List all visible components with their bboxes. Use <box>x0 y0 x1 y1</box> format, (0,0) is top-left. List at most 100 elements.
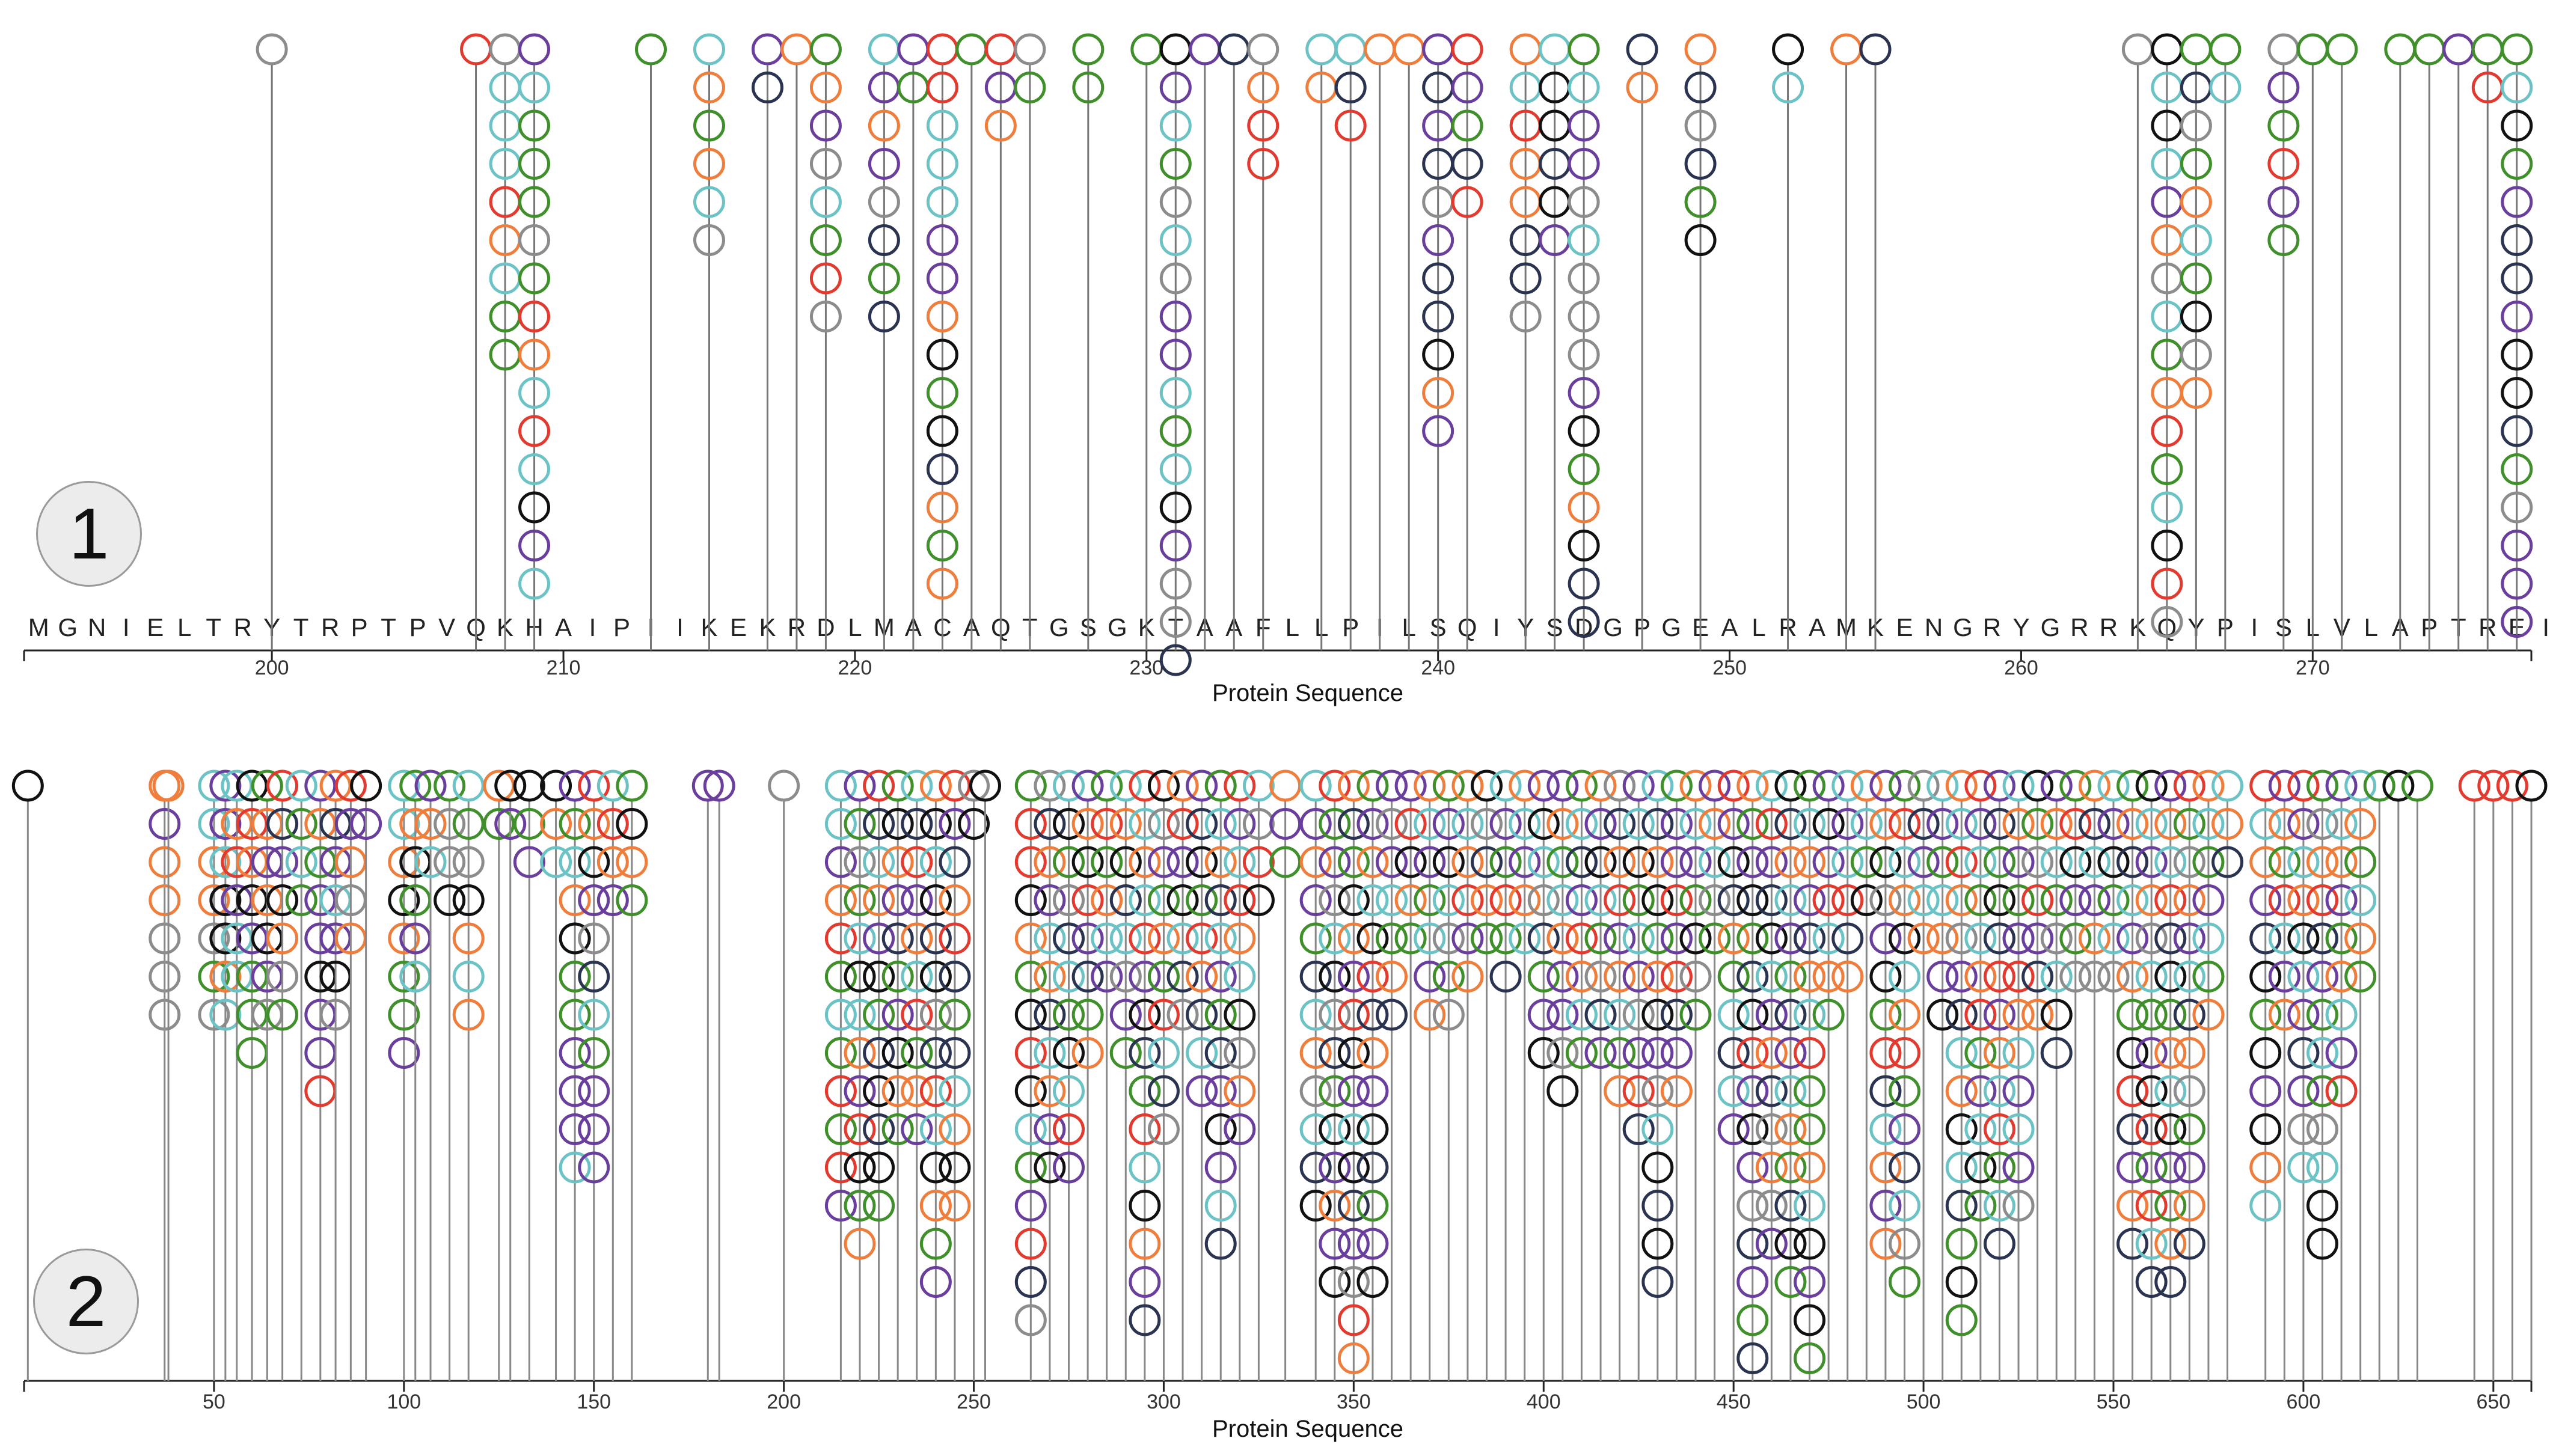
mutation-circle <box>1186 922 1218 955</box>
mutation-circle <box>1794 1304 1826 1336</box>
mutation-circle <box>2249 999 2282 1031</box>
sequence-residue: I <box>2251 613 2258 641</box>
mutation-circle <box>2268 961 2300 993</box>
mutation-circle <box>1269 846 1302 878</box>
mutation-circle <box>1299 808 1332 840</box>
mutation-circle <box>1337 961 1370 993</box>
mutation-circle <box>1622 922 1655 955</box>
mutation-circle <box>1109 769 1142 802</box>
mutation-circle <box>1337 1228 1370 1260</box>
mutation-circle <box>414 769 447 802</box>
mutation-circle <box>1660 922 1693 955</box>
mutation-circle <box>1774 808 1807 840</box>
mutation-circle <box>1869 1075 1902 1107</box>
mutation-circle <box>2306 1190 2338 1222</box>
mutation-circle <box>1109 884 1142 916</box>
mutation-circle <box>2192 808 2225 840</box>
mutation-circle <box>1794 1266 1826 1298</box>
mutation-circle <box>616 884 648 916</box>
mutation-circle <box>518 33 551 66</box>
mutation-circle <box>1334 72 1367 103</box>
mutation-circle <box>901 808 933 840</box>
mutation-circle <box>901 961 933 993</box>
mutation-circle <box>844 1228 876 1260</box>
mutation-circle <box>1319 884 1351 916</box>
mutation-circle <box>2078 769 2110 802</box>
mutation-circle <box>1356 769 1389 802</box>
mutation-circle <box>198 922 230 955</box>
mutation-circle <box>1964 1037 1997 1069</box>
mutation-circle <box>926 224 958 256</box>
mutation-circle <box>901 846 933 878</box>
mutation-circle <box>1546 961 1579 993</box>
mutation-circle <box>2501 338 2533 371</box>
mutation-circle <box>1509 884 1541 916</box>
mutation-circle <box>2173 1190 2205 1222</box>
mutation-circle <box>984 109 1017 142</box>
mutation-circle <box>434 769 466 802</box>
mutation-circle <box>2249 1113 2282 1145</box>
mutation-circle <box>1565 846 1598 878</box>
mutation-circle <box>1159 415 1192 447</box>
mutation-circle <box>868 301 900 332</box>
mutation-circle <box>1166 808 1199 840</box>
mutation-circle <box>1109 846 1142 878</box>
mutation-circle <box>2154 1075 2187 1107</box>
mutation-circle <box>1859 33 1892 66</box>
mutation-circle <box>1964 884 1997 916</box>
mutation-circle <box>2344 769 2377 802</box>
mutation-circle <box>1546 999 1579 1031</box>
mutation-circle <box>824 922 857 955</box>
mutation-circle <box>1053 922 1085 955</box>
mutation-circle <box>868 148 900 180</box>
mutation-circle <box>1983 808 2015 840</box>
mutation-circle <box>285 769 317 802</box>
sequence-residue: G <box>1603 613 1623 641</box>
mutation-circle <box>2458 769 2490 802</box>
mutation-circle <box>1034 1037 1066 1069</box>
mutation-circle <box>1983 1037 2015 1069</box>
mutation-circle <box>881 1037 914 1069</box>
mutation-circle <box>2135 1037 2168 1069</box>
mutation-circle <box>919 1151 952 1184</box>
mutation-circle <box>824 1075 857 1107</box>
mutation-circle <box>1812 999 1845 1031</box>
mutation-circle <box>1755 808 1788 840</box>
mutation-circle <box>901 884 933 916</box>
mutation-circle <box>1660 769 1693 802</box>
mutation-circle <box>1945 846 1978 878</box>
mutation-circle <box>1679 846 1712 878</box>
mutation-circle <box>863 922 895 955</box>
mutation-circle <box>578 1075 610 1107</box>
mutation-circle <box>1527 922 1560 955</box>
mutation-circle <box>1565 769 1598 802</box>
mutation-circle <box>2116 884 2149 916</box>
mutation-circle <box>919 1190 952 1222</box>
mutation-circle <box>1565 808 1598 840</box>
mutation-circle <box>434 846 466 878</box>
mutation-circle <box>1546 808 1579 840</box>
mutation-circle <box>1269 769 1302 802</box>
mutation-circle <box>1568 301 1600 332</box>
mutation-circle <box>1129 961 1161 993</box>
mutation-circle <box>1568 186 1600 218</box>
mutation-circle <box>969 769 1001 802</box>
mutation-circle <box>1299 1075 1332 1107</box>
mutation-circle <box>1159 644 1192 676</box>
mutation-circle <box>2135 846 2168 878</box>
mutation-circle <box>901 1037 933 1069</box>
mutation-circle <box>1604 884 1636 916</box>
mutation-circle <box>518 338 551 371</box>
mutation-circle <box>703 769 735 802</box>
mutation-circle <box>266 846 299 878</box>
mutation-circle <box>1091 846 1123 878</box>
x-tick-label: 500 <box>1907 1390 1941 1413</box>
mutation-circle <box>1889 1190 1920 1222</box>
mutation-circle <box>1527 1037 1560 1069</box>
mutation-circle <box>2151 415 2183 447</box>
mutation-circle <box>1684 109 1717 142</box>
mutation-circle <box>1772 33 1804 66</box>
mutation-circle <box>1699 846 1731 878</box>
mutation-circle <box>1014 961 1047 993</box>
mutation-circle <box>1299 884 1332 916</box>
